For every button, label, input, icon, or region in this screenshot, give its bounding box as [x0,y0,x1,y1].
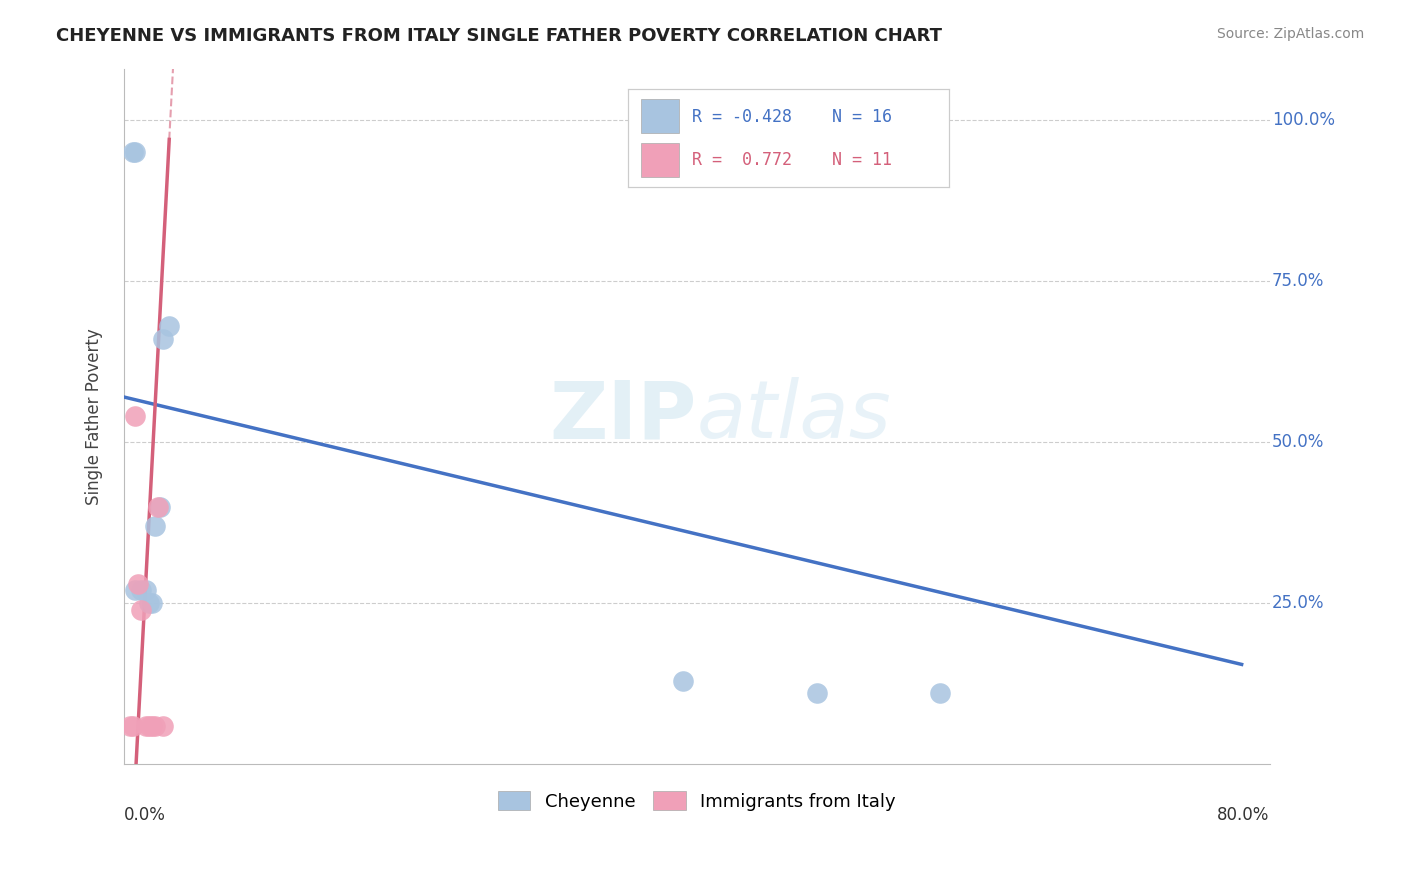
Point [127,577,149,591]
Point [122,718,145,732]
Point [135,718,157,732]
Point [672,673,695,688]
Point [157,319,180,334]
Point [141,718,163,732]
Point [152,718,174,732]
Point [152,332,174,346]
Point [141,596,163,610]
Point [118,718,141,732]
Point [122,145,145,160]
Point [145,718,167,732]
Point [124,409,146,424]
Y-axis label: Single Father Poverty: Single Father Poverty [86,328,103,505]
Text: ZIP: ZIP [550,377,697,456]
Point [806,686,828,700]
Text: CHEYENNE VS IMMIGRANTS FROM ITALY SINGLE FATHER POVERTY CORRELATION CHART: CHEYENNE VS IMMIGRANTS FROM ITALY SINGLE… [56,27,942,45]
Point [138,596,160,610]
Point [124,583,146,598]
Point [145,519,167,533]
Legend: Cheyenne, Immigrants from Italy: Cheyenne, Immigrants from Italy [491,784,903,818]
Point [146,500,169,514]
Text: atlas: atlas [697,377,891,456]
Point [149,500,172,514]
Point [129,602,152,616]
Text: 75.0%: 75.0% [1272,272,1324,290]
Text: Source: ZipAtlas.com: Source: ZipAtlas.com [1216,27,1364,41]
Text: 25.0%: 25.0% [1272,594,1324,612]
Point [929,686,952,700]
Text: 100.0%: 100.0% [1272,112,1334,129]
Point [129,583,152,598]
Text: 50.0%: 50.0% [1272,434,1324,451]
Text: 0.0%: 0.0% [124,806,166,824]
Point [138,718,160,732]
Point [124,145,146,160]
Point [135,583,157,598]
Text: 80.0%: 80.0% [1218,806,1270,824]
